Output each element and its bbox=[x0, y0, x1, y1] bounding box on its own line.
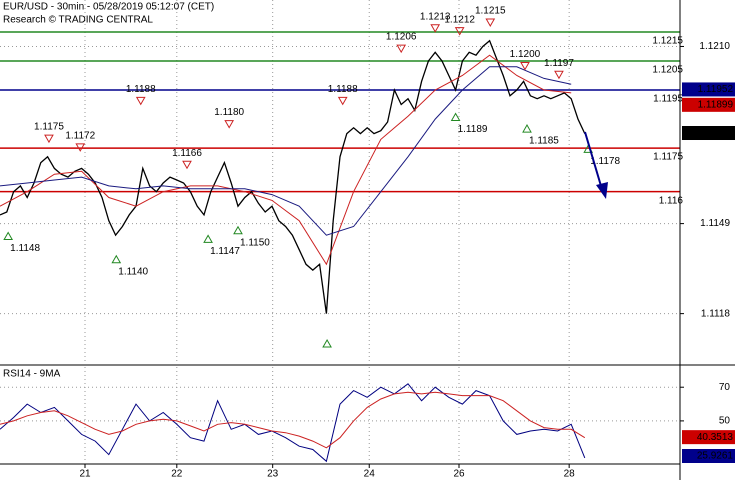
price-tag-label: 1.11952 bbox=[698, 84, 734, 95]
annotation-label: 1.1189 bbox=[458, 124, 488, 135]
resistance-marker bbox=[44, 134, 54, 144]
annotation-label: 1.1147 bbox=[210, 246, 240, 257]
price-tag bbox=[682, 126, 735, 141]
forecast-arrow bbox=[584, 131, 602, 187]
y-tick-label: 50 bbox=[719, 416, 731, 427]
support-marker bbox=[3, 231, 14, 241]
annotation-label: 1.1150 bbox=[240, 237, 270, 248]
support-marker bbox=[111, 254, 122, 264]
resistance-marker bbox=[396, 44, 407, 54]
x-tick-label: 28 bbox=[564, 469, 576, 480]
resistance-marker bbox=[135, 96, 146, 106]
annotation-label: 1.1197 bbox=[544, 58, 574, 69]
series-line bbox=[0, 383, 586, 463]
support-marker bbox=[322, 338, 332, 348]
x-tick-label: 24 bbox=[364, 469, 376, 480]
x-tick-label: 21 bbox=[79, 469, 91, 480]
x-tick-label: 23 bbox=[267, 469, 279, 480]
level-label: 1.1205 bbox=[652, 65, 683, 76]
annotation-label: 1.1140 bbox=[118, 266, 148, 277]
series-line bbox=[0, 54, 572, 266]
indicator-title: RSI14 - 9MA bbox=[3, 369, 61, 380]
annotation-label: 1.1166 bbox=[172, 148, 202, 159]
forecast-arrowhead bbox=[596, 182, 608, 199]
annotation-label: 1.1178 bbox=[590, 156, 620, 167]
resistance-marker bbox=[454, 27, 465, 36]
series-line bbox=[0, 39, 586, 314]
level-label: 1.116 bbox=[659, 195, 684, 206]
series-line bbox=[0, 66, 572, 236]
x-tick-label: 22 bbox=[171, 469, 183, 480]
annotation-label: 1.1215 bbox=[475, 6, 506, 17]
y-tick-label: 1.1118 bbox=[701, 308, 731, 319]
resistance-marker bbox=[224, 120, 235, 129]
y-tick-label: 70 bbox=[719, 382, 731, 393]
resistance-marker bbox=[554, 70, 564, 80]
y-tick-label: 1.1210 bbox=[699, 41, 730, 52]
price-tag-label: 25.9261 bbox=[697, 451, 734, 462]
annotation-label: 1.1188 bbox=[328, 84, 358, 95]
annotation-label: 1.1206 bbox=[386, 32, 417, 43]
x-tick-label: 26 bbox=[453, 469, 465, 480]
resistance-marker bbox=[75, 143, 86, 152]
chart-title: EUR/USD - 30min - 05/28/2019 05:12:07 (C… bbox=[3, 2, 214, 13]
annotation-label: 1.1172 bbox=[65, 130, 95, 141]
resistance-marker bbox=[182, 160, 192, 170]
support-marker bbox=[203, 234, 213, 243]
plot-layer: 1.11751.11721.11881.11661.11801.11881.12… bbox=[0, 0, 680, 463]
chart-subtitle: Research © TRADING CENTRAL bbox=[3, 15, 153, 26]
price-tag-label: 40.3513 bbox=[697, 432, 734, 443]
resistance-marker bbox=[520, 62, 530, 71]
annotation-label: 1.1148 bbox=[10, 243, 40, 254]
price-tag bbox=[682, 430, 735, 445]
annotation-label: 1.1212 bbox=[444, 14, 475, 25]
series-line bbox=[0, 391, 586, 449]
price-tag-label: 1.11802 bbox=[698, 128, 734, 139]
resistance-marker bbox=[485, 18, 496, 27]
level-label: 1.1195 bbox=[653, 94, 683, 105]
annotation-label: 1.1188 bbox=[126, 84, 156, 95]
price-tag bbox=[682, 97, 735, 112]
price-tag bbox=[682, 82, 735, 97]
annotation-label: 1.1213 bbox=[420, 11, 451, 22]
annotation-label: 1.1185 bbox=[529, 136, 559, 147]
level-label: 1.1175 bbox=[653, 152, 683, 163]
support-marker bbox=[233, 225, 243, 235]
price-tag bbox=[682, 449, 735, 463]
support-marker bbox=[450, 112, 461, 121]
annotation-label: 1.1175 bbox=[34, 122, 64, 133]
level-label: 1.1215 bbox=[652, 36, 683, 47]
annotation-label: 1.1200 bbox=[510, 49, 541, 60]
annotation-label: 1.1180 bbox=[214, 107, 244, 118]
y-tick-label: 1.1149 bbox=[700, 218, 730, 229]
resistance-marker bbox=[337, 96, 348, 106]
price-tag-label: 1.11899 bbox=[698, 99, 734, 110]
resistance-marker bbox=[430, 24, 441, 33]
support-marker bbox=[522, 124, 532, 133]
